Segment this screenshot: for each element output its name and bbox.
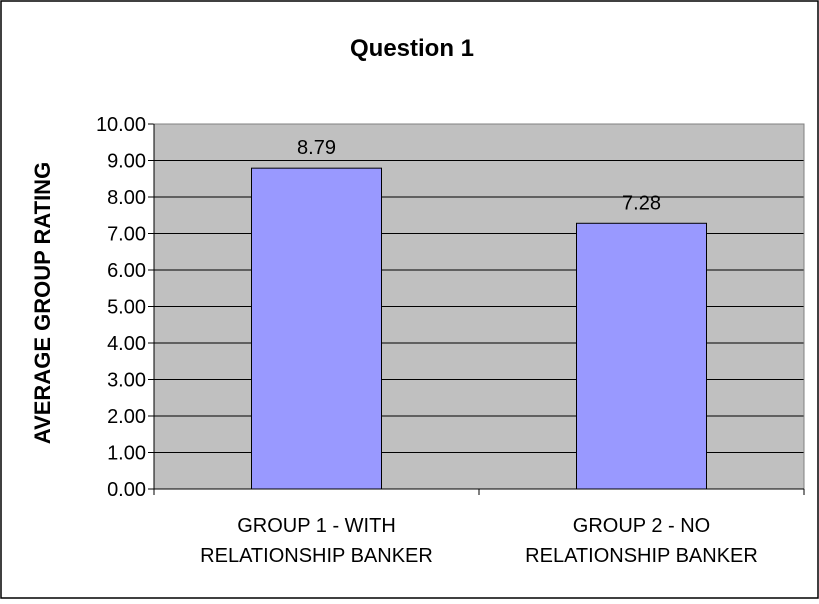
- y-tick-label: 5.00: [107, 297, 146, 319]
- category-label-line: GROUP 2 - NO: [573, 515, 710, 537]
- data-label: 8.79: [297, 137, 336, 159]
- bars: [251, 167, 707, 490]
- y-tick-label: 3.00: [107, 370, 146, 392]
- bar: [251, 167, 382, 490]
- y-tick-label: 2.00: [107, 406, 146, 428]
- data-label: 7.28: [622, 192, 661, 214]
- category-label: GROUP 2 - NO RELATIONSHIP BANKER: [525, 515, 758, 567]
- y-tick-label: 0.00: [107, 479, 146, 501]
- bar: [576, 222, 707, 490]
- category-label-line: RELATIONSHIP BANKER: [525, 545, 758, 567]
- chart-title: Question 1: [350, 35, 474, 62]
- y-tick-label: 8.00: [107, 187, 146, 209]
- y-tick-label: 10.00: [96, 114, 146, 136]
- category-label-line: GROUP 1 - WITH: [237, 515, 396, 537]
- y-axis-title: AVERAGE GROUP RATING: [30, 162, 55, 444]
- y-tick-label: 1.00: [107, 443, 146, 465]
- y-tick-label: 9.00: [107, 151, 146, 173]
- y-tick-label: 7.00: [107, 224, 146, 246]
- y-tick-label: 6.00: [107, 260, 146, 282]
- y-tick-label: 4.00: [107, 333, 146, 355]
- data-labels: 8.79 7.28: [297, 137, 661, 214]
- category-label: GROUP 1 - WITH RELATIONSHIP BANKER: [200, 515, 433, 567]
- category-label-line: RELATIONSHIP BANKER: [200, 545, 433, 567]
